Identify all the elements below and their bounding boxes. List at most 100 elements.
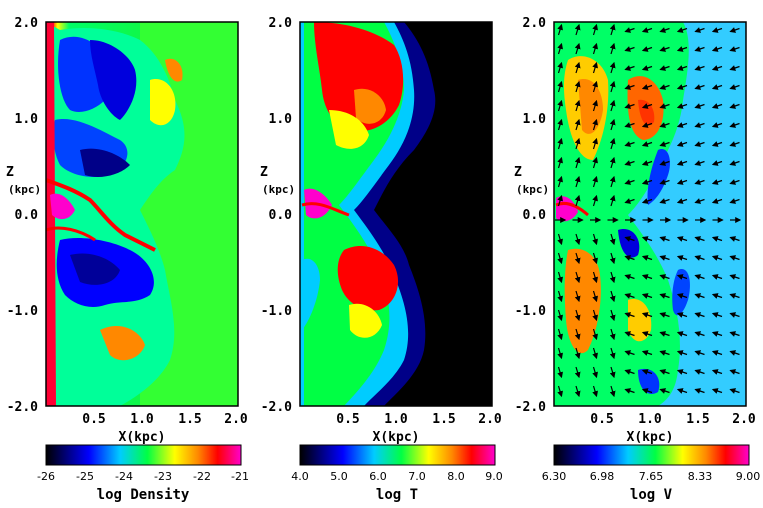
velocity-arrow <box>557 385 563 398</box>
velocity-arrow <box>641 46 653 52</box>
velocity-arrow <box>609 271 616 284</box>
velocity-arrow <box>557 80 563 93</box>
velocity-arrow <box>659 103 670 109</box>
x-tick-05: 0.5 <box>336 412 359 427</box>
velocity-arrow <box>711 369 723 375</box>
velocity-arrow <box>676 65 688 71</box>
velocity-arrow <box>574 137 581 150</box>
velocity-arrow <box>557 290 563 303</box>
velocity-arrow <box>729 27 740 33</box>
x-tick-05: 0.5 <box>82 412 105 427</box>
z-tick-m1: -1.0 <box>515 304 546 319</box>
velocity-arrow <box>557 309 563 322</box>
x-tick-20: 2.0 <box>224 412 248 427</box>
velocity-arrow <box>641 122 653 128</box>
velocity-arrow <box>676 331 688 337</box>
velocity-arrow <box>641 293 653 299</box>
velocity-arrow <box>729 141 740 147</box>
z-tick-m2: -2.0 <box>515 400 546 415</box>
velocity-arrow <box>729 103 740 109</box>
velocity-arrow <box>729 122 740 128</box>
velocity-arrow <box>592 233 598 246</box>
velocity-arrow <box>641 84 653 90</box>
z-tick-2: 2.0 <box>523 16 547 31</box>
velocity-arrow <box>592 328 598 341</box>
z-tick-0: 0.0 <box>15 208 39 223</box>
velocity-arrow <box>641 312 653 318</box>
velocity-arrow <box>609 42 616 55</box>
x-tick-15: 1.5 <box>432 412 455 427</box>
velocity-arrow <box>574 42 581 55</box>
velocity-arrow <box>729 274 740 280</box>
velocity-arrow <box>574 309 581 322</box>
velocity-arrow <box>624 179 635 185</box>
velocity-arrow <box>592 80 598 93</box>
z-tick-2: 2.0 <box>269 16 293 31</box>
velocity-arrow <box>641 179 653 185</box>
velocity-arrow <box>624 388 635 394</box>
velocity-arrow <box>659 388 670 394</box>
velocity-arrow <box>694 331 705 337</box>
z-tick-0: 0.0 <box>269 208 293 223</box>
velocity-arrow <box>676 388 688 394</box>
velocity-arrow <box>592 366 598 379</box>
z-tick-m2: -2.0 <box>261 400 292 415</box>
x-tick-15: 1.5 <box>686 412 709 427</box>
velocity-arrow <box>676 179 688 185</box>
velocity-arrow <box>694 141 705 147</box>
velocity-arrow <box>592 309 598 322</box>
cb-tick: 8.33 <box>688 470 713 483</box>
velocity-arrow <box>711 293 723 299</box>
velocity-arrow <box>609 252 616 265</box>
velocity-arrow <box>711 160 723 166</box>
velocity-arrow <box>609 23 616 36</box>
velocity-arrow <box>659 236 670 242</box>
velocity-arrow <box>659 369 670 375</box>
velocity-arrow <box>609 366 616 379</box>
z-tick-m1: -1.0 <box>261 304 292 319</box>
velocity-arrow <box>729 84 740 90</box>
velocity-arrow <box>711 179 723 185</box>
velocity-arrow <box>592 290 598 303</box>
density-panel: 2.0 1.0 0.0 -1.0 -2.0 Z (kpc) 0.5 1.0 1.… <box>6 16 249 503</box>
colorbar-label: log Density <box>97 487 190 503</box>
velocity-arrows <box>555 23 742 398</box>
velocity-arrow <box>641 388 653 394</box>
velocity-arrow <box>592 42 598 55</box>
cb-tick: 8.0 <box>447 470 465 483</box>
velocity-arrow <box>711 84 723 90</box>
velocity-arrow <box>676 236 688 242</box>
velocity-arrow <box>711 122 723 128</box>
z-tick-1: 1.0 <box>523 112 547 127</box>
velocity-arrow <box>729 179 740 185</box>
velocity-arrow <box>641 274 653 280</box>
velocity-arrow <box>694 198 705 204</box>
velocity-arrow <box>624 122 635 128</box>
cb-tick: 6.0 <box>369 470 387 483</box>
z-tick-m2: -2.0 <box>7 400 38 415</box>
velocity-arrow <box>659 46 670 52</box>
velocity-arrow <box>557 137 563 150</box>
velocity-arrow <box>574 366 581 379</box>
velocity-arrow <box>557 175 563 188</box>
velocity-arrow <box>624 103 635 109</box>
velocity-arrow <box>729 312 740 318</box>
velocity-arrow <box>557 23 563 36</box>
velocity-arrow <box>711 198 723 204</box>
velocity-arrow <box>729 293 740 299</box>
velocity-arrow <box>694 179 705 185</box>
velocity-arrow <box>676 350 688 356</box>
velocity-arrow <box>641 331 653 337</box>
velocity-arrow <box>676 198 688 204</box>
velocity-arrow <box>711 255 723 261</box>
velocity-arrow <box>729 160 740 166</box>
x-tick-20: 2.0 <box>478 412 502 427</box>
velocity-arrow <box>624 293 635 299</box>
velocity-arrow <box>574 61 581 74</box>
velocity-arrow <box>574 233 581 246</box>
cb-tick: 7.0 <box>408 470 426 483</box>
velocity-arrow <box>592 61 598 74</box>
z-axis-label: Z <box>6 165 14 180</box>
x-axis-label: X(kpc) <box>373 430 420 445</box>
velocity-arrow <box>659 293 670 299</box>
